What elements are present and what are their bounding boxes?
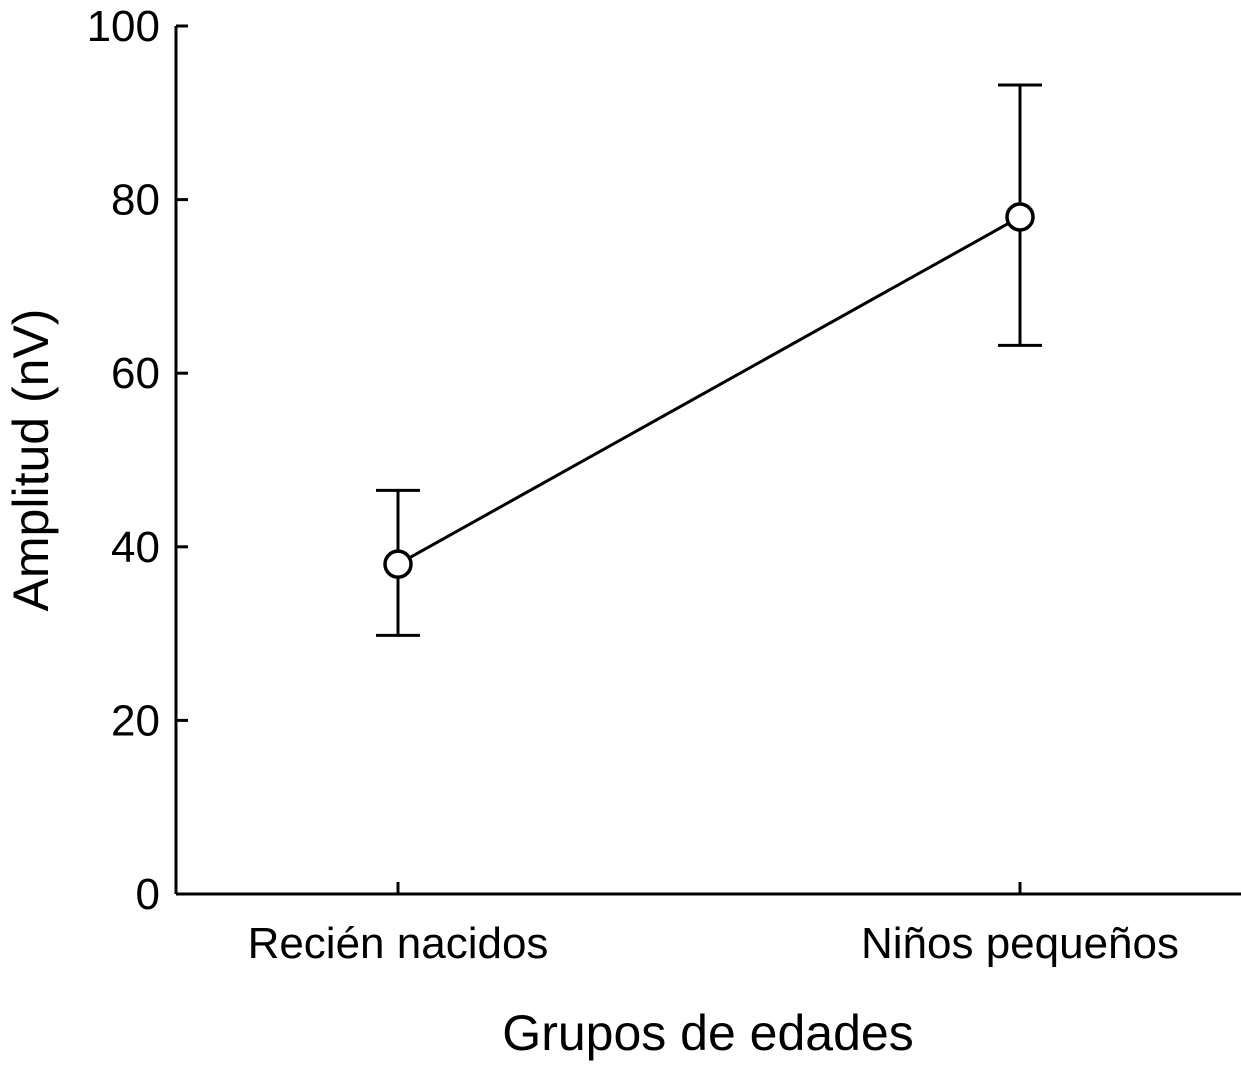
y-tick-label: 60 <box>111 349 160 398</box>
series-line <box>397 215 1021 566</box>
y-tick-label: 20 <box>111 696 160 745</box>
axes-layer <box>174 26 1241 896</box>
x-tick-label: Recién nacidos <box>248 919 549 968</box>
data-point <box>1005 202 1035 232</box>
ticks-layer: 0 20 40 60 80 100 Recién nacidos Niños pequeños <box>87 2 1179 968</box>
series-layer <box>376 83 1042 637</box>
y-tick-label: 80 <box>111 176 160 225</box>
y-tick-label: 0 <box>136 870 160 919</box>
x-tick-label: Niños pequeños <box>861 919 1179 968</box>
y-tick-label: 100 <box>87 2 160 51</box>
data-point <box>383 549 413 579</box>
y-axis-title: Amplitud (nV) <box>3 309 59 612</box>
x-axis-title: Grupos de edades <box>502 1005 913 1061</box>
y-tick-label: 40 <box>111 523 160 572</box>
